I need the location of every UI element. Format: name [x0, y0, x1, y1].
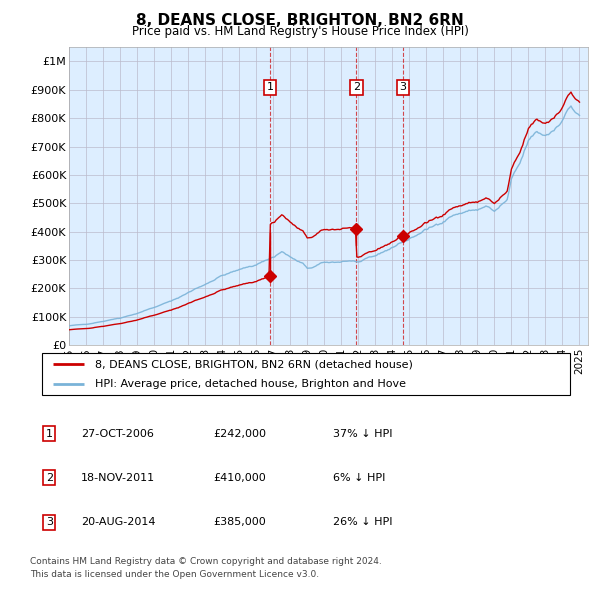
Text: 1: 1	[46, 429, 53, 438]
Text: 2: 2	[353, 83, 360, 93]
Text: £242,000: £242,000	[213, 429, 266, 438]
Text: Contains HM Land Registry data © Crown copyright and database right 2024.: Contains HM Land Registry data © Crown c…	[30, 558, 382, 566]
Text: £385,000: £385,000	[213, 517, 266, 527]
Text: £410,000: £410,000	[213, 473, 266, 483]
Text: 1: 1	[266, 83, 274, 93]
Text: Price paid vs. HM Land Registry's House Price Index (HPI): Price paid vs. HM Land Registry's House …	[131, 25, 469, 38]
Text: 8, DEANS CLOSE, BRIGHTON, BN2 6RN (detached house): 8, DEANS CLOSE, BRIGHTON, BN2 6RN (detac…	[95, 359, 413, 369]
Text: 2: 2	[46, 473, 53, 483]
Text: 3: 3	[46, 517, 53, 527]
Text: 26% ↓ HPI: 26% ↓ HPI	[333, 517, 392, 527]
Text: This data is licensed under the Open Government Licence v3.0.: This data is licensed under the Open Gov…	[30, 571, 319, 579]
Text: 3: 3	[400, 83, 407, 93]
Text: 20-AUG-2014: 20-AUG-2014	[81, 517, 155, 527]
Text: 37% ↓ HPI: 37% ↓ HPI	[333, 429, 392, 438]
Text: 6% ↓ HPI: 6% ↓ HPI	[333, 473, 385, 483]
Text: HPI: Average price, detached house, Brighton and Hove: HPI: Average price, detached house, Brig…	[95, 379, 406, 389]
Text: 18-NOV-2011: 18-NOV-2011	[81, 473, 155, 483]
FancyBboxPatch shape	[42, 353, 570, 395]
Text: 8, DEANS CLOSE, BRIGHTON, BN2 6RN: 8, DEANS CLOSE, BRIGHTON, BN2 6RN	[136, 13, 464, 28]
Text: 27-OCT-2006: 27-OCT-2006	[81, 429, 154, 438]
